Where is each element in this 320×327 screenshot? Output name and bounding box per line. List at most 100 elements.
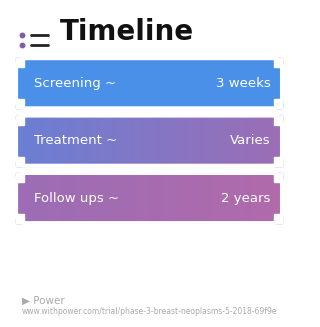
Bar [258,58,259,108]
Bar [185,58,186,108]
Bar [237,173,238,223]
Bar [128,173,129,223]
Bar [62,115,63,166]
Bar [179,58,180,108]
Bar [109,115,110,166]
Bar [204,115,205,166]
Bar [113,58,114,108]
Bar [163,115,164,166]
Bar [263,173,264,223]
Bar [164,115,165,166]
Bar [160,173,161,223]
Bar [255,115,256,166]
Bar [182,58,183,108]
Bar [47,58,48,108]
Bar [145,58,146,108]
Bar [225,115,226,166]
Bar [275,115,276,166]
Bar [79,173,80,223]
Bar [100,58,101,108]
Bar [141,115,142,166]
Bar [57,58,58,108]
Bar [107,173,108,223]
Bar [156,58,157,108]
Bar [49,173,50,223]
Bar [213,58,214,108]
Bar [135,58,136,108]
Bar [65,115,66,166]
Bar [252,115,253,166]
Bar [111,58,112,108]
Text: www.withpower.com/trial/phase-3-breast-neoplasms-5-2018-69f9e: www.withpower.com/trial/phase-3-breast-n… [22,307,277,316]
Bar [253,58,254,108]
Bar [42,58,43,108]
Bar [217,173,218,223]
Bar [96,173,97,223]
Bar [139,173,140,223]
Bar [157,58,158,108]
Bar [254,115,255,166]
Bar [70,173,71,223]
Bar [180,173,181,223]
Bar [146,58,147,108]
Bar [64,173,65,223]
Bar [93,115,94,166]
Bar [205,173,206,223]
Bar [251,115,252,166]
Text: Follow ups ~: Follow ups ~ [34,192,119,204]
Bar [253,173,254,223]
Bar [85,58,86,108]
Bar [248,58,249,108]
Bar [37,115,38,166]
Bar [78,173,79,223]
Bar [159,173,160,223]
Bar [274,173,275,223]
Bar [80,115,81,166]
Bar [59,173,60,223]
Bar [132,58,133,108]
Bar [110,58,111,108]
Bar [133,115,134,166]
Bar [261,58,262,108]
Bar [141,58,142,108]
Bar [227,58,228,108]
Bar [244,173,245,223]
Bar [196,58,197,108]
Bar [255,173,256,223]
Bar [186,58,187,108]
Bar [118,58,119,108]
Bar [175,173,176,223]
Bar [23,173,24,223]
Bar [91,58,92,108]
Bar [56,115,57,166]
Bar [34,173,35,223]
Bar [240,58,241,108]
Bar [265,173,266,223]
Bar [232,115,233,166]
Bar [90,58,91,108]
Bar [279,58,280,108]
Bar [130,173,131,223]
Bar [269,115,270,166]
Bar [222,173,223,223]
Bar [22,173,23,223]
Bar [215,115,216,166]
Bar [29,115,30,166]
Bar [199,173,200,223]
Bar [175,58,176,108]
Bar [151,173,152,223]
Bar [272,58,273,108]
Bar [245,58,246,108]
Bar [202,173,203,223]
Bar [43,115,44,166]
Bar [274,58,282,67]
Bar [246,173,247,223]
Bar [45,115,46,166]
Bar [216,58,217,108]
Bar [173,58,174,108]
Bar [92,115,93,166]
Bar [212,173,213,223]
Bar [168,58,169,108]
Bar [99,58,100,108]
Bar [16,173,17,223]
